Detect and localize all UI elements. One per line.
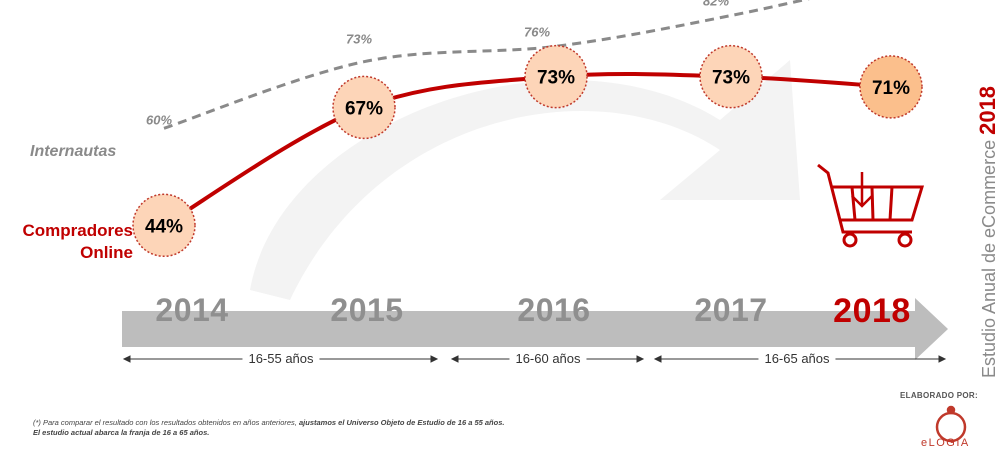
compradores-data-label: 73% xyxy=(712,68,750,89)
credit-label: ELABORADO POR: xyxy=(900,391,978,400)
compradores-data-label: 73% xyxy=(537,68,575,89)
footnote-line2: El estudio actual abarca la franja de 16… xyxy=(33,428,210,438)
year-label-2015: 2015 xyxy=(330,292,404,328)
age-range-label: 16-60 años xyxy=(509,351,587,366)
background-swoosh xyxy=(250,60,800,300)
footnote-line1-bold: ajustamos el Universo Objeto de Estudio … xyxy=(298,418,505,427)
year-label-2016: 2016 xyxy=(517,292,591,328)
compradores-point xyxy=(524,44,588,109)
study-title-year: 2018 xyxy=(975,85,1000,135)
shopping-cart-icon xyxy=(817,163,925,248)
footnote-line1: (*) Para comparar el resultado con los r… xyxy=(33,418,299,427)
footnote: (*) Para comparar el resultado con los r… xyxy=(33,418,504,438)
compradores-point xyxy=(332,75,396,140)
brand-name: eLOGIA xyxy=(921,437,970,449)
internautas-data-label: 76% xyxy=(524,24,550,39)
series-label-compradores: Compradores Online xyxy=(22,220,133,264)
age-range-label: 16-65 años xyxy=(758,351,836,366)
series-label-compradores-line2: Online xyxy=(80,243,133,263)
series-layer: 60%73%76%82%89%44%67%73%73%71% xyxy=(132,0,923,258)
series-label-compradores-line1: Compradores xyxy=(22,221,133,240)
compradores-point xyxy=(132,193,196,258)
elogia-logo xyxy=(935,405,967,443)
compradores-point xyxy=(859,55,923,119)
internautas-data-label: 60% xyxy=(146,112,172,127)
timeline-arrow xyxy=(122,298,948,360)
age-range-label: 16-55 años xyxy=(242,351,320,366)
compradores-data-label: 44% xyxy=(145,216,183,237)
compradores-data-label: 71% xyxy=(872,78,910,99)
year-label-2018: 2018 xyxy=(833,292,911,330)
internautas-data-label: 82% xyxy=(703,0,729,9)
study-title: Estudio Anual de eCommerce 2018 xyxy=(975,86,1001,378)
compradores-data-label: 67% xyxy=(345,98,383,119)
study-title-text: Estudio Anual de eCommerce xyxy=(979,139,999,379)
internautas-data-label: 73% xyxy=(346,32,372,47)
year-label-2014: 2014 xyxy=(155,292,229,328)
compradores-point xyxy=(699,44,763,109)
series-label-internautas: Internautas xyxy=(30,143,117,160)
year-label-2017: 2017 xyxy=(694,292,768,328)
